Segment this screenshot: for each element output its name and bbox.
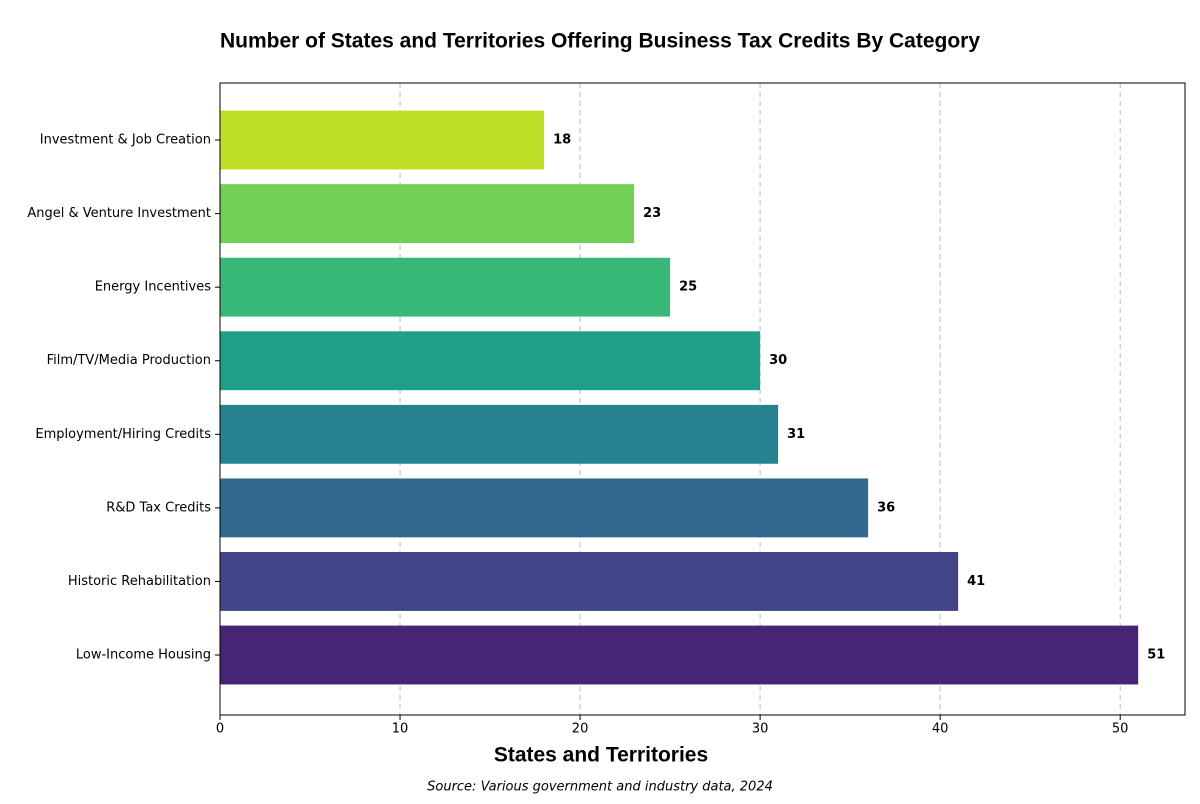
y-tick-label: Angel & Venture Investment [27, 206, 211, 221]
bar [220, 552, 959, 611]
x-tick-label: 0 [216, 722, 224, 737]
y-tick-label: Historic Rehabilitation [68, 574, 211, 589]
value-label: 18 [553, 133, 571, 148]
x-tick-label: 10 [392, 722, 409, 737]
x-tick-label: 40 [932, 722, 949, 737]
bar [220, 404, 779, 464]
chart-title: Number of States and Territories Offerin… [220, 30, 980, 53]
bar [220, 257, 671, 317]
y-tick-label: Energy Incentives [95, 280, 212, 295]
bar [220, 625, 1139, 685]
x-tick-label: 50 [1112, 722, 1129, 737]
bar [220, 184, 635, 244]
x-tick-label: 30 [752, 722, 769, 737]
y-tick-label: Low-Income Housing [76, 648, 211, 663]
value-label: 25 [679, 280, 697, 295]
value-label: 23 [643, 206, 661, 221]
bar [220, 331, 761, 391]
plot-frame [219, 82, 1186, 716]
value-label: 31 [787, 427, 805, 442]
value-label: 30 [769, 353, 787, 368]
value-label: 51 [1147, 648, 1165, 663]
y-tick-label: Employment/Hiring Credits [35, 427, 211, 442]
bar [220, 478, 869, 538]
y-tick-label: Film/TV/Media Production [47, 353, 211, 368]
bar [220, 110, 545, 170]
x-axis-label: States and Territories [494, 744, 708, 767]
source-note: Source: Various government and industry … [427, 780, 773, 795]
y-tick-label: Investment & Job Creation [40, 133, 211, 148]
value-label: 41 [967, 574, 985, 589]
y-tick-label: R&D Tax Credits [106, 500, 211, 515]
x-tick-label: 20 [572, 722, 589, 737]
value-label: 36 [877, 500, 895, 515]
